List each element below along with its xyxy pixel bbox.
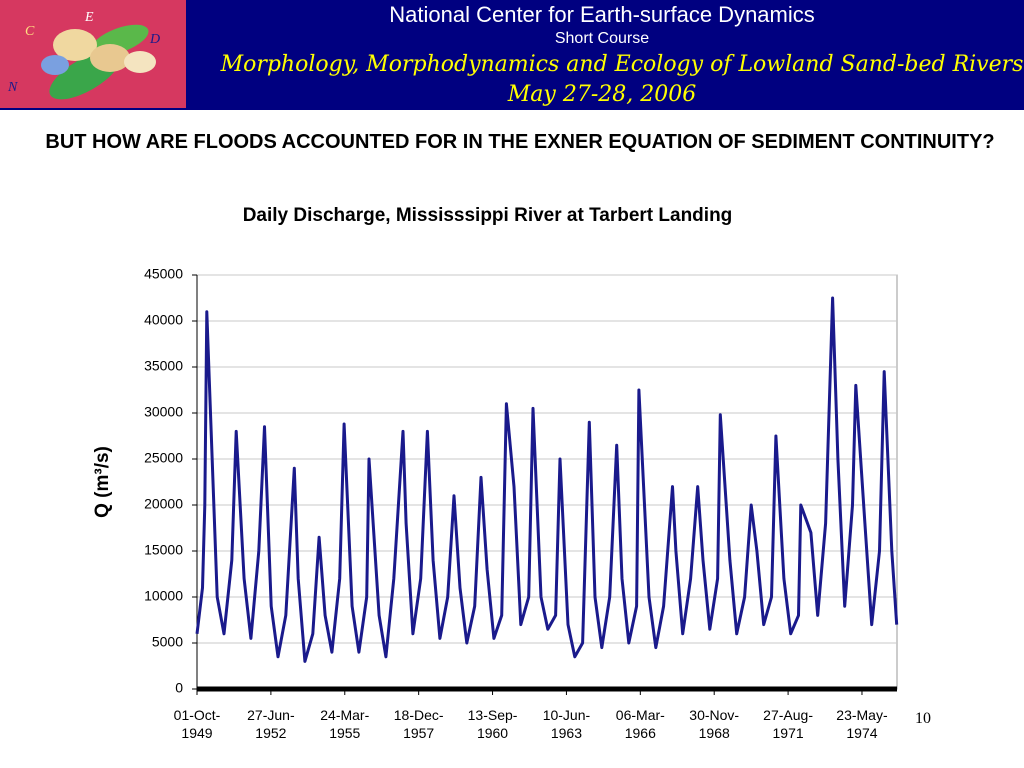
y-tick-label: 20000 [144,496,183,512]
x-tick-label: 01-Oct-1949 [173,707,221,741]
x-tick-label: 30-Nov-1968 [689,707,740,741]
y-tick-label: 10000 [144,588,183,604]
logo-letter: N [7,80,18,95]
x-tick-label: 10-Jun-1963 [542,707,591,741]
header-line: National Center for Earth-surface Dynami… [389,2,815,27]
header-line: May 27-28, 2006 [507,82,697,107]
chart-title: Daily Discharge, Mississsippi River at T… [242,205,733,226]
slide-title: BUT HOW ARE FLOODS ACCOUNTED FOR IN THE … [45,131,995,153]
x-tick-label: 27-Aug-1971 [763,707,813,741]
logo-letter: D [149,32,160,47]
pebble [41,55,69,75]
y-tick-label: 40000 [144,312,183,328]
logo-letter: E [84,10,94,25]
pebble [90,44,130,72]
y-tick-label: 5000 [152,634,183,650]
discharge-line [195,296,899,663]
x-tick-label: 06-Mar-1966 [615,707,665,741]
logo: C E D N [0,0,186,108]
pebble [53,29,97,61]
pebble [124,51,156,73]
y-tick-label: 30000 [144,404,183,420]
y-tick-label: 45000 [144,266,183,282]
header-line: Short Course [554,30,650,47]
y-axis-label: Q (m³/s) [92,446,113,518]
header: C E D N National Center for Earth-surfac… [0,0,1024,110]
y-tick-label: 35000 [144,358,183,374]
x-tick-label: 24-Mar-1955 [320,707,370,741]
y-tick-label: 25000 [144,450,183,466]
header-line: Morphology, Morphodynamics and Ecology o… [220,52,1024,77]
logo-letter: C [25,24,35,39]
x-tick-label: 23-May-1974 [836,707,888,741]
x-tick-label: 18-Dec-1957 [393,707,444,741]
page-number: 10 [915,710,931,727]
x-tick-label: 13-Sep-1960 [467,707,518,741]
y-tick-label: 0 [175,680,183,696]
y-tick-label: 15000 [144,542,183,558]
x-tick-label: 27-Jun-1952 [247,707,295,741]
